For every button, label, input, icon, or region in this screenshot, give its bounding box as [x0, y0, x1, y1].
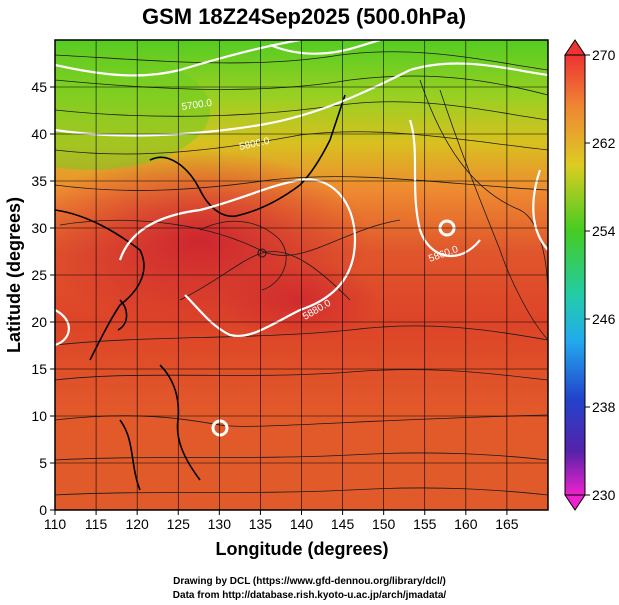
- x-tick-label: 120: [125, 516, 149, 532]
- streamline: [55, 101, 548, 121]
- colorbar-tick-label: 246: [592, 311, 616, 327]
- x-axis-ticks: 110 115 120 125 130 135 140 145 150 155 160 165: [44, 510, 519, 532]
- x-tick-label: 150: [372, 516, 396, 532]
- credit-data: Data from http://database.rish.kyoto-u.a…: [172, 590, 447, 601]
- y-tick-label: 0: [39, 502, 47, 518]
- chart-title: GSM 18Z24Sep2025 (500.0hPa): [142, 4, 466, 29]
- y-tick-label: 25: [31, 267, 47, 283]
- contour-label-5700: 5700.0: [181, 98, 213, 113]
- x-tick-label: 155: [413, 516, 437, 532]
- contour-5880: [118, 178, 357, 338]
- x-axis-label: Longitude (degrees): [215, 539, 388, 559]
- coastline-vietnam: [119, 419, 141, 491]
- contour-5800: [55, 62, 548, 137]
- colorbar-top-arrow: [564, 39, 586, 56]
- y-axis-label: Latitude (degrees): [4, 197, 24, 353]
- colorbar-tick-label: 262: [592, 135, 616, 151]
- colorbar-scale: [564, 54, 586, 496]
- colorbar-tick-label: 238: [592, 399, 616, 415]
- streamline: [55, 369, 548, 381]
- colorbar-tick-label: 270: [592, 47, 616, 63]
- y-tick-label: 10: [31, 408, 47, 424]
- y-tick-label: 20: [31, 314, 47, 330]
- grid: [54, 40, 548, 511]
- streamline: [419, 79, 548, 301]
- contour-5700: [269, 40, 381, 55]
- x-tick-label: 115: [85, 516, 108, 532]
- credit-drawing: Drawing by DCL (https://www.gfd-dennou.o…: [173, 576, 446, 587]
- streamline: [55, 487, 548, 496]
- x-tick-label: 125: [167, 516, 191, 532]
- x-tick-label: 165: [495, 516, 519, 532]
- y-tick-label: 35: [31, 173, 47, 189]
- colorbar-ticks: 230 238 246 254 262 270: [585, 47, 616, 503]
- coastline-taiwan: [117, 299, 128, 331]
- x-tick-label: 110: [44, 516, 67, 532]
- colorbar-tick-label: 230: [592, 487, 616, 503]
- contour-5860: [408, 119, 481, 258]
- streamline: [55, 131, 548, 155]
- vortex-south: [211, 419, 229, 437]
- x-tick-label: 140: [290, 516, 314, 532]
- y-tick-label: 45: [31, 79, 47, 95]
- coastline-china: [55, 209, 145, 361]
- streamline: [55, 452, 548, 461]
- streamline: [55, 325, 548, 346]
- contour-west: [55, 309, 70, 347]
- streamline: [199, 220, 287, 291]
- warm-region-2: [220, 260, 380, 340]
- colorbar-tick-label: 254: [592, 223, 616, 239]
- colorbar: 230 238 246 254 262 270: [564, 39, 616, 511]
- streamline: [55, 176, 548, 191]
- colorbar-bottom-arrow: [564, 494, 586, 511]
- x-tick-label: 135: [249, 516, 273, 532]
- geopotential-contours: [55, 40, 548, 347]
- y-tick-label: 30: [31, 220, 47, 236]
- contour-east: [532, 169, 548, 251]
- cool-region-north: [55, 50, 210, 170]
- vortex-center: [257, 248, 267, 258]
- x-tick-label: 145: [331, 516, 355, 532]
- x-tick-label: 130: [208, 516, 232, 532]
- streamline: [439, 89, 548, 341]
- y-tick-label: 5: [39, 455, 47, 471]
- x-tick-label: 160: [454, 516, 478, 532]
- y-axis-ticks: 0 5 10 15 20 25 30 35 40 45: [31, 79, 55, 518]
- streamline: [179, 251, 351, 301]
- y-tick-label: 15: [31, 361, 47, 377]
- y-tick-label: 40: [31, 126, 47, 142]
- streamline: [55, 51, 548, 71]
